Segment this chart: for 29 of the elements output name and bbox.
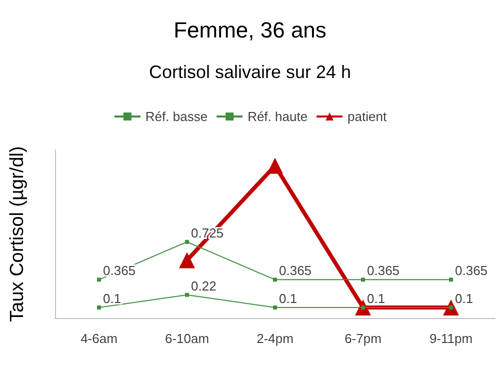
point [273, 306, 277, 310]
x-tick-label: 2-4pm [256, 331, 294, 346]
point [185, 240, 189, 244]
legend-label: Réf. basse [145, 109, 208, 124]
data-label: 0.22 [191, 278, 216, 294]
data-label: 0.1 [279, 291, 298, 306]
data-label: 0.365 [367, 263, 400, 278]
point [179, 252, 195, 268]
x-tick-label: 9-11pm [429, 331, 473, 346]
data-label: 0.365 [455, 263, 488, 278]
point [273, 278, 277, 282]
point [97, 306, 101, 310]
point [267, 158, 283, 174]
point [97, 278, 101, 282]
y-axis-title: Taux Cortisol (µgr/dl) [7, 146, 28, 322]
x-tick-label: 6-10am [164, 331, 210, 346]
point [185, 292, 189, 297]
chart-title: Femme, 36 ans [174, 18, 326, 42]
chart-subtitle: Cortisol salivaire sur 24 h [148, 62, 352, 82]
data-label: 0.1 [455, 291, 474, 306]
x-tick-label: 4-6am [80, 331, 118, 346]
x-tick-label: 6-7pm [344, 331, 382, 346]
legend-label: patient [348, 109, 387, 124]
legend-label: Réf. haute [248, 109, 308, 124]
data-label: 0.1 [103, 291, 122, 306]
data-label: 0.1 [367, 291, 386, 306]
point [449, 278, 453, 282]
data-label: 0.365 [279, 263, 312, 278]
point [361, 278, 365, 282]
